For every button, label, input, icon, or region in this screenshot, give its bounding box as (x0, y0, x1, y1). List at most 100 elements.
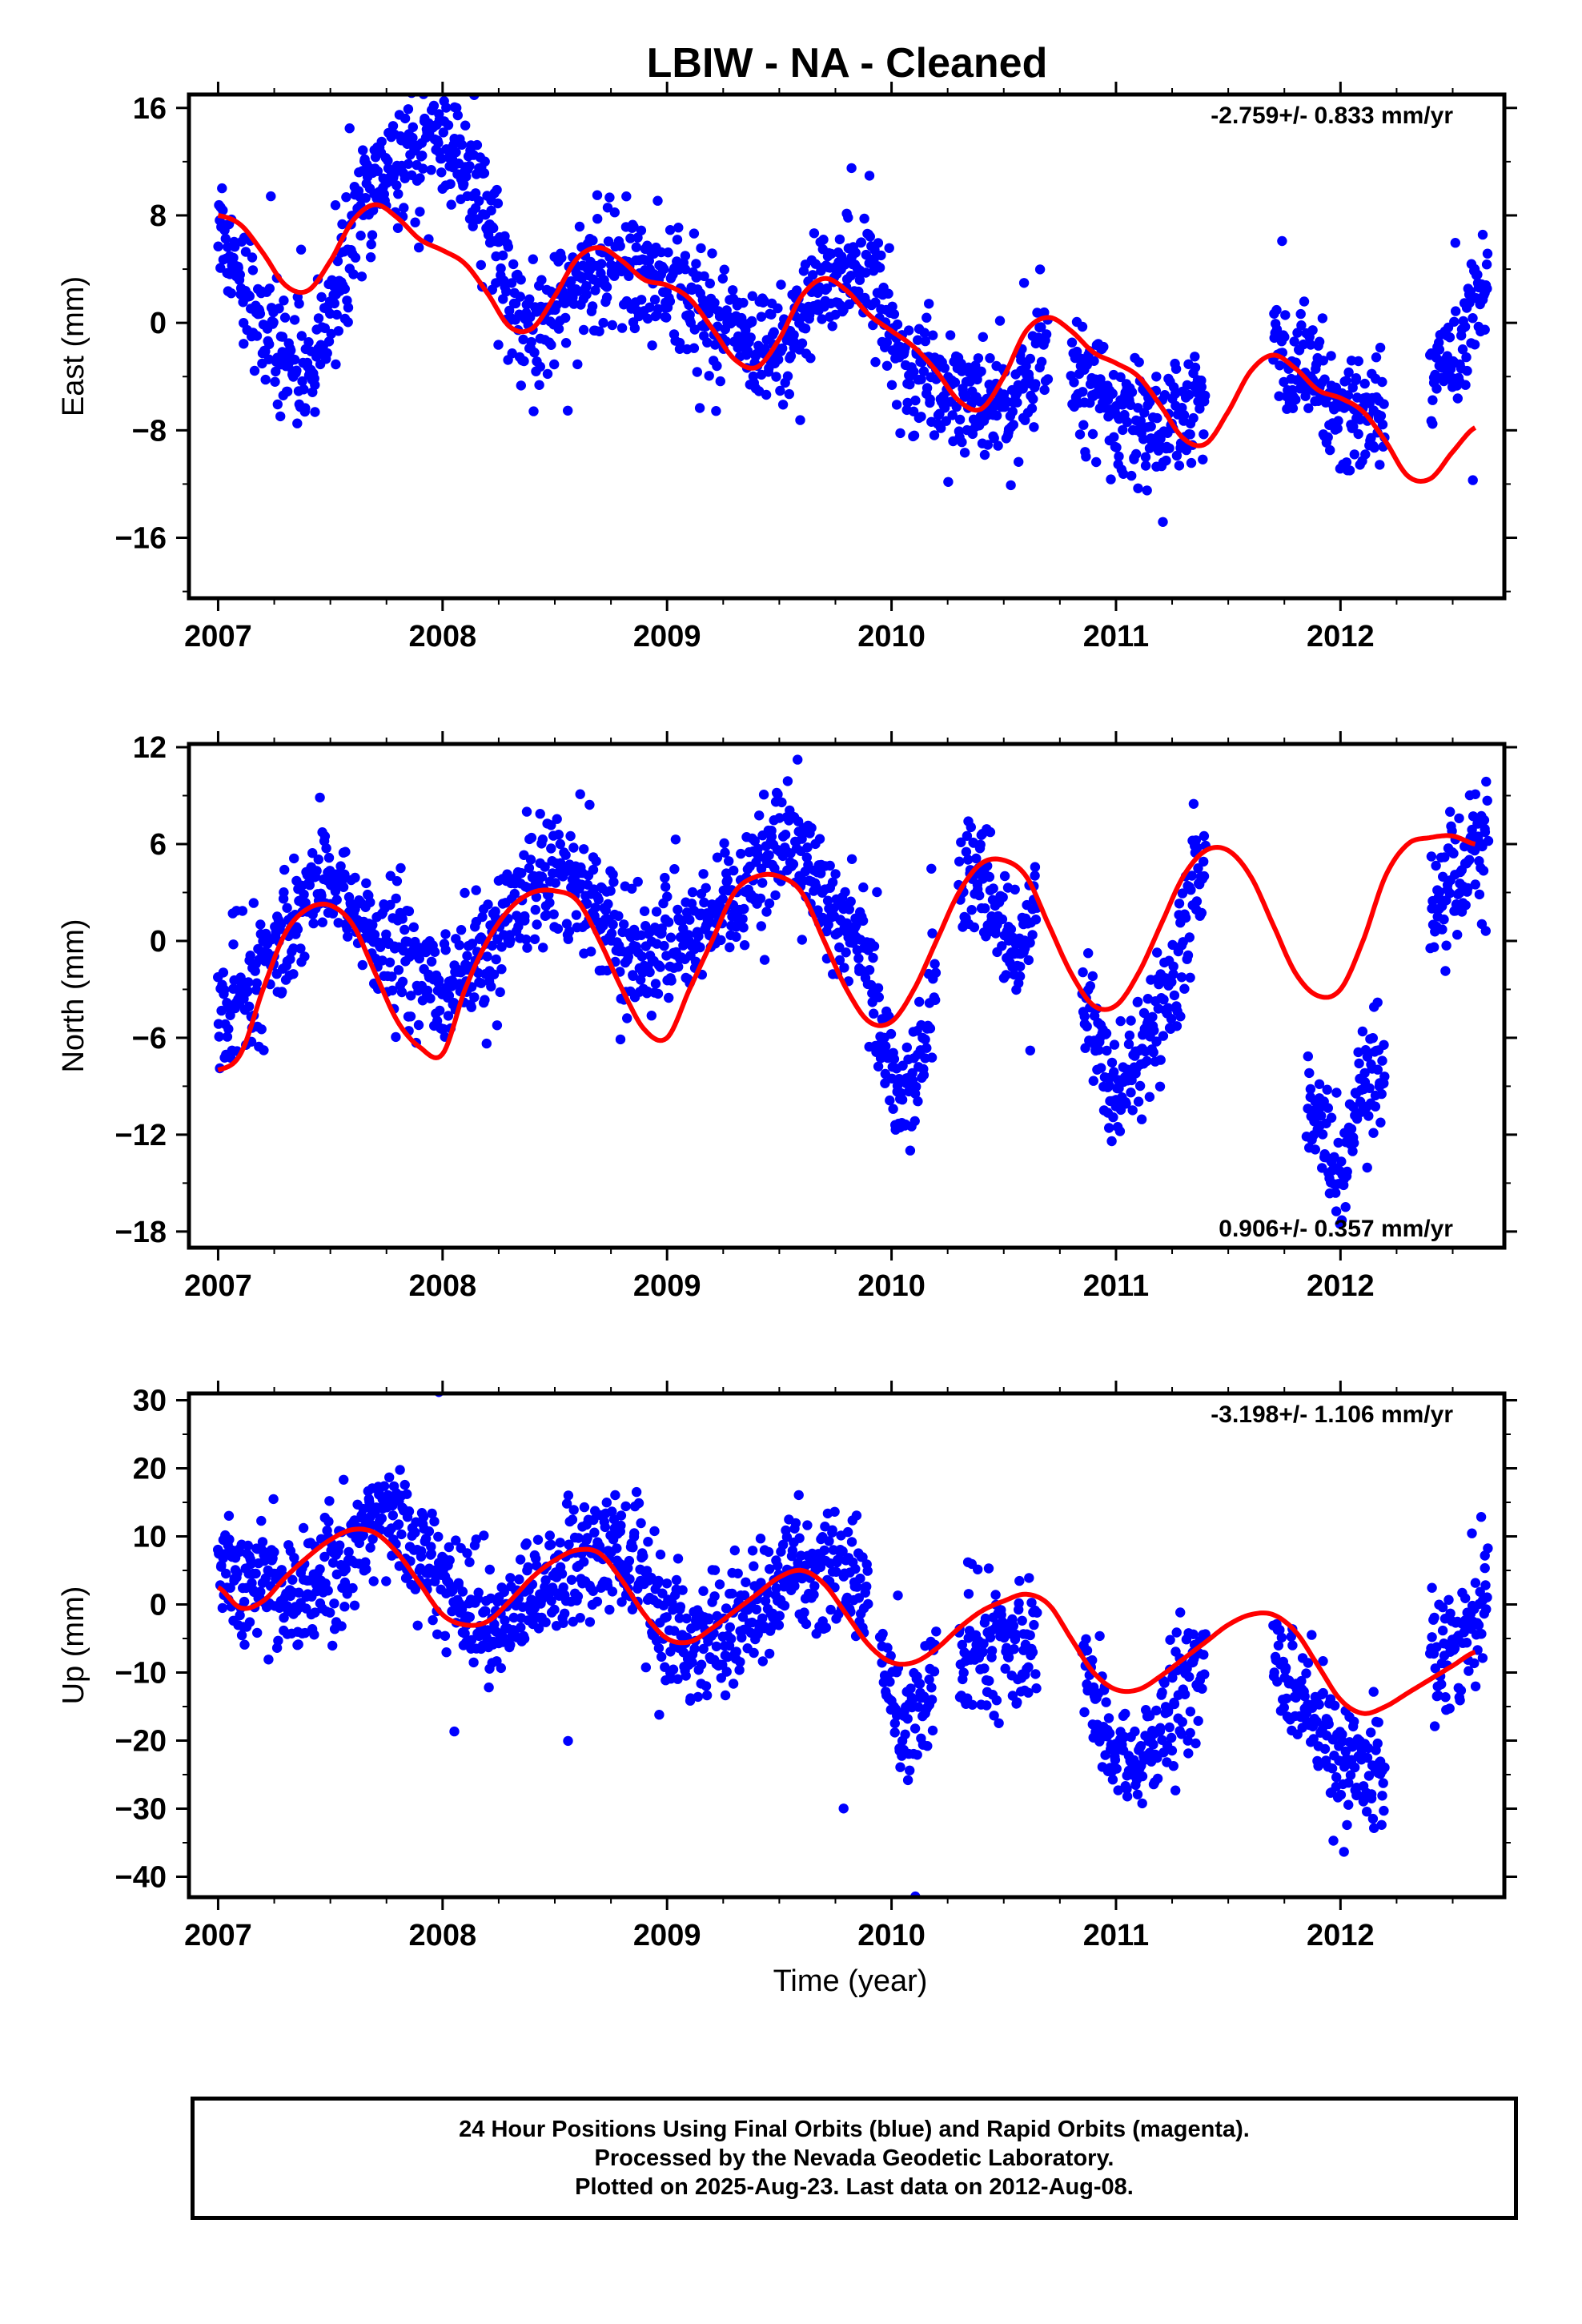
data-point (516, 380, 526, 391)
data-point (936, 423, 946, 433)
data-point (299, 384, 309, 395)
data-point (1081, 452, 1091, 462)
data-point (372, 166, 383, 176)
data-point (1481, 259, 1492, 270)
data-point (1462, 365, 1472, 376)
data-point (425, 993, 436, 1004)
data-point (1463, 883, 1473, 894)
data-point (930, 995, 941, 1006)
data-point (217, 1602, 228, 1614)
y-tick-label: 8 (150, 199, 167, 233)
data-point (784, 388, 794, 400)
data-point (1349, 449, 1360, 460)
data-point (931, 1626, 942, 1637)
data-point (754, 810, 765, 821)
data-point (288, 943, 299, 954)
data-point (1328, 1835, 1339, 1846)
data-point (491, 954, 501, 965)
data-point (687, 1657, 697, 1668)
data-point (1346, 1124, 1357, 1135)
data-point (661, 1578, 673, 1589)
data-point (969, 922, 980, 933)
data-point (659, 263, 669, 275)
data-point (1460, 1593, 1471, 1604)
data-point (1379, 1039, 1389, 1051)
data-point (909, 430, 920, 440)
data-point (607, 1586, 618, 1597)
data-point (343, 317, 353, 328)
data-point (350, 872, 360, 883)
data-point (999, 870, 1010, 882)
data-point (414, 953, 424, 964)
data-point (299, 1627, 311, 1638)
data-point (776, 279, 786, 290)
data-point (838, 1803, 849, 1814)
data-point (1168, 969, 1178, 979)
data-point (842, 1526, 853, 1538)
fit-curve (216, 1526, 1476, 1716)
data-point (466, 1002, 476, 1012)
data-point (1014, 1575, 1025, 1586)
data-point (1104, 1728, 1115, 1739)
data-point (410, 217, 420, 227)
data-point (310, 1607, 320, 1618)
data-point (1331, 1088, 1342, 1098)
data-point (734, 1665, 745, 1675)
data-point (621, 191, 632, 202)
data-point (1439, 852, 1450, 862)
data-point (574, 221, 585, 232)
data-point (1478, 866, 1489, 876)
data-point (1480, 1562, 1490, 1574)
data-point (269, 1546, 279, 1558)
data-point (976, 366, 986, 376)
data-point (325, 1607, 335, 1618)
data-point (1025, 353, 1036, 364)
data-point (299, 889, 309, 900)
data-point (379, 1481, 390, 1491)
data-point (874, 263, 885, 273)
data-point (1473, 1620, 1484, 1630)
data-point (1029, 422, 1039, 432)
data-point (496, 964, 507, 975)
x-tick-label: 2008 (409, 620, 477, 653)
data-point (1279, 1703, 1290, 1713)
data-point (701, 883, 711, 894)
data-point (524, 862, 535, 874)
data-point (295, 943, 306, 954)
data-point (984, 871, 995, 883)
data-point (438, 127, 448, 138)
data-point (873, 238, 884, 248)
data-point (323, 336, 335, 347)
data-point (1026, 1598, 1037, 1608)
data-point (1318, 1687, 1328, 1699)
data-point (607, 320, 617, 331)
data-point (640, 1662, 651, 1673)
data-point (1146, 421, 1156, 432)
data-point (636, 1518, 646, 1529)
data-point (808, 270, 818, 280)
data-point (1140, 460, 1151, 471)
data-point (1166, 1014, 1177, 1024)
data-point (273, 1635, 283, 1646)
data-point (408, 122, 418, 132)
data-point (213, 241, 223, 251)
data-point (717, 894, 728, 905)
data-point (930, 959, 940, 969)
data-point (1023, 955, 1034, 966)
data-point (831, 1566, 841, 1578)
data-point (1171, 1021, 1182, 1031)
data-point (722, 875, 733, 886)
data-point (1079, 1011, 1090, 1022)
y-tick-label: −18 (115, 1216, 167, 1249)
data-point (384, 66, 394, 76)
data-point (393, 965, 404, 975)
data-point (1148, 1739, 1158, 1750)
data-point (774, 813, 785, 823)
data-point (255, 308, 266, 319)
data-point (861, 267, 871, 278)
data-point (368, 1576, 379, 1586)
data-point (639, 906, 650, 917)
figure-title: LBIW - NA - Cleaned (647, 40, 1048, 86)
data-point (1000, 1663, 1010, 1674)
data-point (673, 904, 683, 915)
